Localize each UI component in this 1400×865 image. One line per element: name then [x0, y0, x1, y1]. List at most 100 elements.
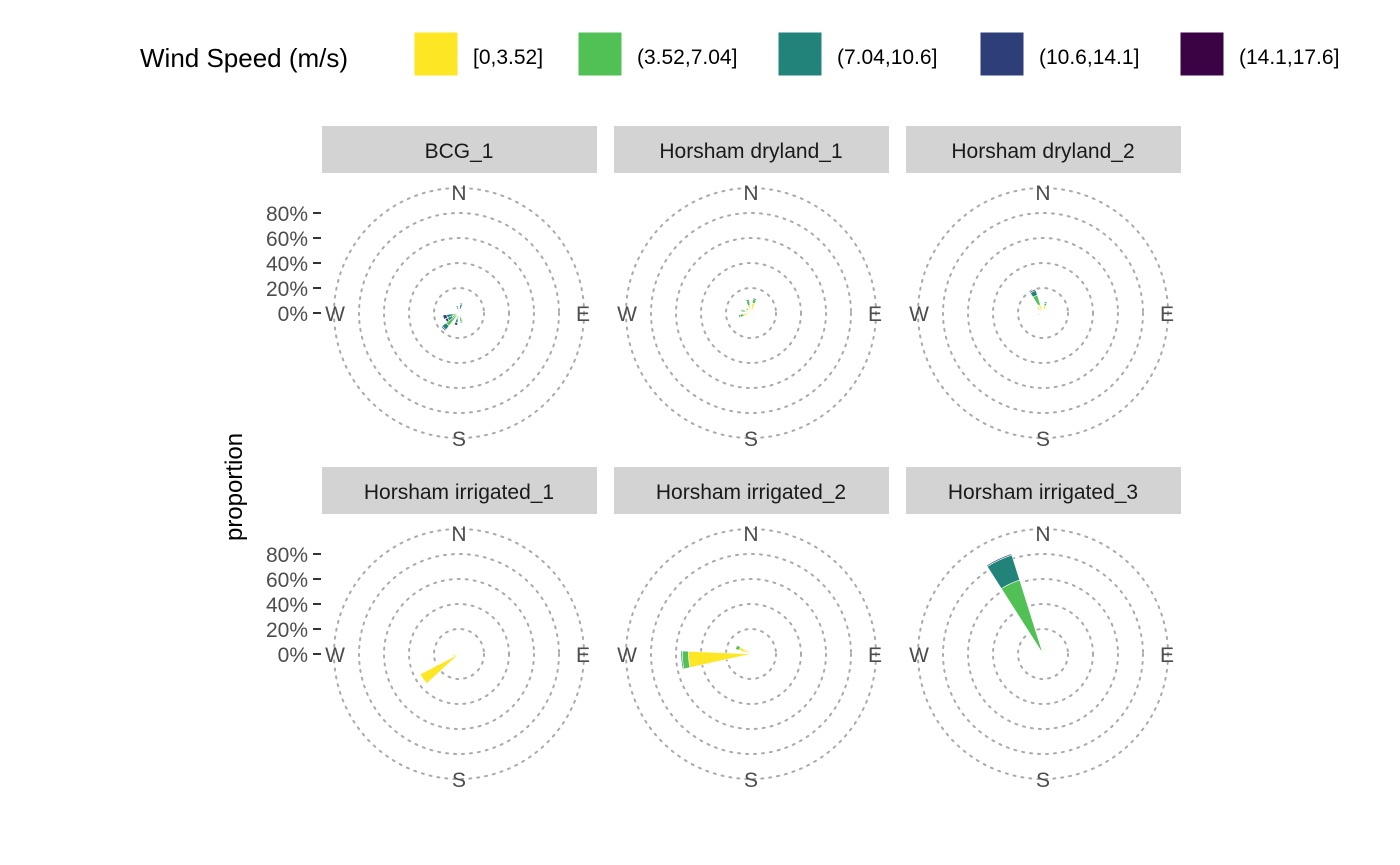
wind-sector-bar [740, 308, 744, 313]
wind-sector-bar [1041, 314, 1044, 318]
radial-grid-circle [358, 553, 560, 755]
compass-label: N [451, 523, 466, 546]
facet-strip [614, 126, 889, 173]
legend-key-swatch [413, 31, 459, 77]
radial-grid-circle [408, 603, 510, 705]
wind-sector-bar [1029, 288, 1037, 294]
wind-sector-bar [419, 653, 460, 684]
radial-grid-circle [650, 553, 852, 755]
radial-grid-circle [383, 578, 535, 730]
legend-key-label: (10.6,14.1] [1039, 46, 1139, 69]
radial-tick-label: 60% [266, 569, 308, 592]
facet-strip [906, 467, 1181, 514]
radial-tick-label: 20% [266, 278, 308, 301]
radial-grid-circle [383, 237, 535, 389]
wind-sector-bar [745, 307, 750, 312]
wind-sector-bar [749, 314, 752, 318]
wind-sector-bar [459, 320, 464, 324]
facet-strip-label: BCG_1 [425, 140, 494, 163]
wind-sector-bar [1000, 579, 1043, 652]
wind-sector-bar [738, 314, 742, 319]
radial-grid-circle [333, 528, 585, 780]
legend-key-label: (7.04,10.6] [837, 46, 937, 69]
compass-label: S [1036, 428, 1050, 451]
radial-grid-circle [992, 603, 1094, 705]
radial-grid-circle [408, 262, 510, 364]
compass-label: E [868, 644, 882, 667]
wind-sector-bar [440, 325, 447, 332]
compass-label: S [452, 428, 466, 451]
wind-sector-bar [460, 314, 463, 317]
radial-grid-circle [433, 287, 485, 339]
radial-tick-label: 0% [278, 303, 308, 326]
wind-sector-bar [453, 321, 459, 326]
radial-grid-circle [967, 237, 1119, 389]
legend-key-swatch [577, 31, 623, 77]
radial-grid-circle [700, 603, 802, 705]
compass-label: E [576, 303, 590, 326]
radial-grid-circle [700, 262, 802, 364]
compass-label: W [325, 303, 345, 326]
compass-label: N [451, 182, 466, 205]
wind-sector-bar [1042, 312, 1045, 315]
legend-entries: [0,3.52] (3.52,7.04] (7.04,10.6] (10.6,14.1… [413, 31, 1339, 77]
compass-label: N [1035, 182, 1050, 205]
radial-grid-circle [942, 212, 1144, 414]
wind-sector-bar [459, 303, 463, 310]
radial-grid-circle [967, 578, 1119, 730]
compass-label: W [909, 644, 929, 667]
wind-sector-bar [1042, 305, 1047, 314]
radial-tick-label: 80% [266, 544, 308, 567]
wind-sector-bar [752, 297, 758, 301]
radial-tick-label: 40% [266, 594, 308, 617]
compass-label: S [452, 769, 466, 792]
wind-sector-bar [751, 313, 754, 316]
wind-sector-bar [680, 650, 685, 670]
facet-panel: Horsham dryland_1 N S E W [614, 126, 889, 451]
wind-sector-bar [460, 309, 463, 312]
facet-strip [322, 126, 597, 173]
facet-panel: Horsham irrigated_1 N S E W 0%20%40%60%80% [266, 467, 597, 792]
radial-grid-circle [675, 237, 827, 389]
wind-sector-bar [459, 316, 463, 323]
facet-strip [906, 126, 1181, 173]
compass-label: S [744, 428, 758, 451]
compass-label: S [1036, 769, 1050, 792]
wind-sector-bar [745, 299, 750, 302]
compass-label: E [1160, 303, 1174, 326]
wind-sector-bar [459, 312, 462, 315]
compass-label: W [617, 303, 637, 326]
radial-grid-circle [725, 628, 777, 680]
wind-sector-bar [746, 649, 750, 653]
facet-strip [322, 467, 597, 514]
legend-key-swatch [1179, 31, 1225, 77]
radial-grid-circle [625, 528, 877, 780]
legend-title: Wind Speed (m/s) [140, 43, 348, 73]
facet-panel: Horsham irrigated_2 N S E W [614, 467, 889, 792]
radial-grid-circle [358, 212, 560, 414]
facet-strip-label: Horsham dryland_1 [659, 140, 842, 163]
radial-tick-label: 60% [266, 228, 308, 251]
y-axis-label: proportion [221, 433, 248, 541]
wind-sector-bar [452, 653, 460, 657]
radial-grid-circle [917, 187, 1169, 439]
wind-sector-bar [455, 305, 459, 308]
wind-sector-bar [1037, 313, 1040, 316]
wind-sector-bar [1042, 649, 1045, 655]
wind-sector-bar [750, 302, 756, 314]
wind-sector-bar [459, 302, 464, 306]
wind-sector-bar [749, 649, 752, 655]
wind-sector-bar [1043, 312, 1046, 315]
facet-strip-label: Horsham irrigated_3 [948, 481, 1138, 504]
radial-grid-circle [675, 578, 827, 730]
radial-tick-label: 0% [278, 644, 308, 667]
wind-sector-bar [688, 650, 752, 668]
wind-sector-bar [1043, 301, 1048, 305]
compass-label: N [1035, 523, 1050, 546]
facet-panel: Horsham irrigated_3 N S E W [906, 467, 1181, 792]
wind-sector-bar [752, 312, 756, 315]
radial-grid-circle [625, 187, 877, 439]
wind-sector-bar [986, 553, 1013, 567]
